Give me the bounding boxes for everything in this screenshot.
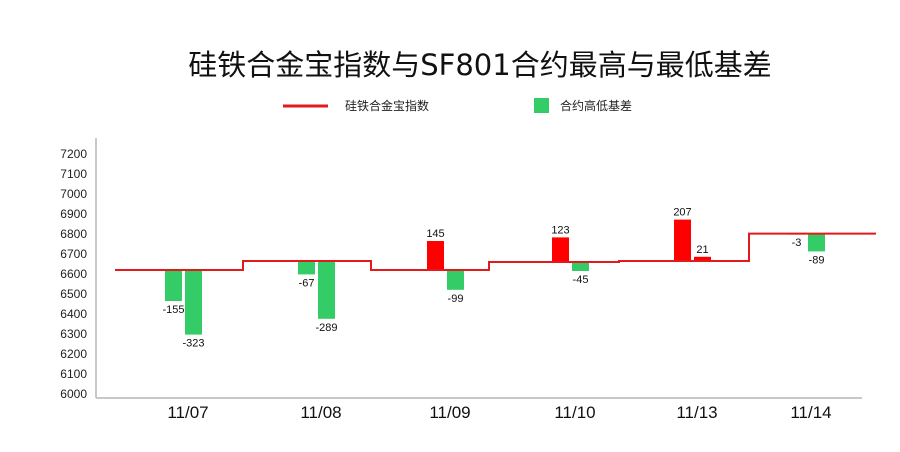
index-line-layer [115, 232, 876, 271]
y-tick-label: 6000 [60, 387, 87, 401]
y-tick-label: 6600 [60, 267, 87, 281]
bars-layer [165, 219, 825, 335]
data-label: -99 [448, 293, 464, 305]
y-tick-label: 6300 [60, 327, 87, 341]
chart-title: 硅铁合金宝指数与SF801合约最高与最低基差 [188, 48, 771, 82]
x-tick-label: 11/10 [554, 403, 595, 422]
index-series-line [115, 232, 876, 271]
data-labels-layer: -155 -323 -67 -289 145 -99 123 -45 207 21 -3 -89 [162, 207, 824, 350]
y-tick-label: 6700 [60, 247, 87, 261]
y-tick-label: 6400 [60, 307, 87, 321]
data-label: -3 [792, 237, 802, 249]
legend: 硅铁合金宝指数 合约高低基差 [283, 98, 632, 113]
data-label: -155 [162, 304, 184, 316]
basis-bar [185, 270, 202, 335]
x-tick-label: 11/14 [790, 403, 831, 422]
basis-bar [572, 262, 589, 271]
y-tick-label: 6100 [60, 367, 87, 381]
basis-bar [447, 270, 464, 290]
y-tick-label: 7200 [60, 147, 87, 161]
data-label: -323 [182, 338, 204, 350]
basis-bar [674, 219, 691, 261]
basis-bar [298, 261, 315, 275]
y-tick-label: 7100 [60, 167, 87, 181]
y-tick-label: 7000 [60, 187, 87, 201]
data-label: 123 [551, 224, 569, 236]
x-tick-label: 11/13 [676, 403, 717, 422]
x-tick-label: 11/08 [300, 403, 341, 422]
basis-bar [552, 237, 569, 262]
data-label: 207 [673, 207, 691, 219]
axes: 6000 6100 6200 6300 6400 6500 6600 6700 6800 6900… [60, 138, 862, 422]
y-tick-label: 6500 [60, 287, 87, 301]
data-label: -67 [299, 277, 315, 289]
basis-bar [318, 261, 335, 319]
legend-bar-swatch [534, 98, 549, 113]
x-tick-label: 11/09 [429, 403, 470, 422]
data-label: -45 [573, 274, 589, 286]
legend-label-basis: 合约高低基差 [560, 98, 632, 113]
legend-label-index: 硅铁合金宝指数 [345, 98, 429, 113]
basis-bar [694, 256, 711, 261]
basis-bar [427, 241, 444, 270]
data-label: -89 [809, 254, 825, 266]
basis-bar [165, 270, 182, 301]
data-label: 145 [426, 228, 444, 240]
basis-bar [808, 233, 825, 252]
y-tick-label: 6800 [60, 227, 87, 241]
x-tick-label: 11/07 [167, 403, 208, 422]
data-label: -289 [315, 322, 337, 334]
y-tick-label: 6900 [60, 207, 87, 221]
y-tick-label: 6200 [60, 347, 87, 361]
data-label: 21 [696, 244, 708, 256]
